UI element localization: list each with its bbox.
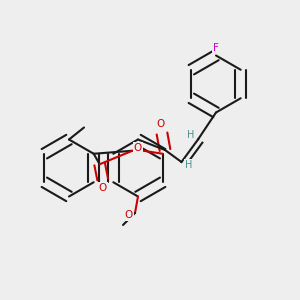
Text: O: O — [134, 143, 142, 153]
Text: F: F — [213, 43, 219, 53]
Text: O: O — [124, 209, 133, 220]
Text: O: O — [156, 119, 165, 130]
Text: O: O — [99, 183, 107, 193]
Text: H: H — [185, 160, 193, 170]
Text: H: H — [187, 130, 194, 140]
